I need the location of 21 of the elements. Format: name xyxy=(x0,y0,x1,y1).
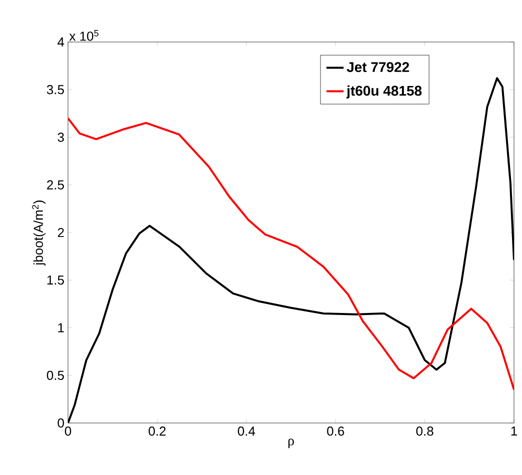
y-tick-label: 1.5 xyxy=(47,276,64,285)
y-axis-title: jboot(A/m$^{2}$) xyxy=(32,200,46,266)
y-tick-label: 1 xyxy=(58,323,64,332)
line-series xyxy=(68,117,514,391)
x-axis-title: ρ xyxy=(288,438,294,448)
text: x 10$^{5}$ xyxy=(69,30,98,41)
legend-label: jt60u 48158 xyxy=(346,85,422,98)
y-tick-label: 2 xyxy=(58,228,64,238)
x-tick-label: 0 xyxy=(64,426,72,436)
legend-label: Jet 77922 xyxy=(346,62,410,72)
x-tick-label: 1 xyxy=(511,426,517,436)
y-tick-label: 0 xyxy=(58,418,64,428)
y-tick-label: 4 xyxy=(58,38,64,46)
x-tick-label: 0.6 xyxy=(327,426,344,436)
x-tick-label: 0.2 xyxy=(148,426,166,436)
x-tick-label: 0.8 xyxy=(416,426,434,436)
y-tick-label: 3 xyxy=(58,132,64,142)
x-tick-label: 0.4 xyxy=(238,426,256,436)
y-tick-label: 0.5 xyxy=(46,370,64,380)
y-tick-label: 3.5 xyxy=(46,85,64,94)
y-tick-label: 2.5 xyxy=(47,180,64,190)
